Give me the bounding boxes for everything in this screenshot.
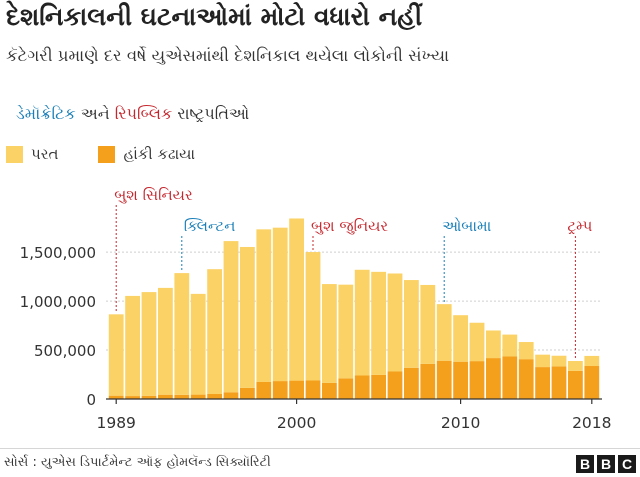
bar-removals bbox=[338, 378, 354, 399]
bar-removals bbox=[108, 395, 124, 399]
and-label: અને bbox=[80, 104, 110, 123]
bar-removals bbox=[240, 387, 255, 399]
bar-returns bbox=[174, 273, 190, 395]
bar-returns bbox=[404, 280, 419, 368]
president-label: બુશ જુનિયર bbox=[311, 217, 388, 235]
bar-removals bbox=[322, 382, 337, 399]
bar-returns bbox=[125, 295, 140, 397]
bbc-logo-letter: B bbox=[576, 455, 594, 473]
chart-title: દેશનિકાલની ઘટનાઓમાં મોટો વધારો નહીં bbox=[6, 2, 423, 31]
bar-returns bbox=[371, 271, 386, 375]
bbc-logo-letter: C bbox=[618, 455, 636, 473]
y-tick-label: 0 bbox=[86, 391, 96, 409]
legend: પરત હાંકી કઢાયા bbox=[6, 145, 195, 163]
bar-removals bbox=[190, 394, 206, 399]
bar-returns bbox=[322, 284, 337, 383]
bar-removals bbox=[371, 374, 386, 399]
bar-removals bbox=[436, 360, 452, 399]
president-label: ઓબામા bbox=[442, 217, 491, 235]
republican-label: રિપબ્લિક bbox=[114, 104, 173, 123]
y-tick-label: 1,000,000 bbox=[20, 293, 96, 311]
bar-returns bbox=[420, 284, 436, 364]
legend-label-removals: હાંકી કઢાયા bbox=[123, 145, 196, 163]
deportations-bar-chart: 0 500,000 1,000,000 1,500,000 1989 2000 2010 20… bbox=[20, 186, 612, 432]
bar-returns bbox=[436, 304, 452, 361]
source-text: સોર્સ : યુએસ ડિપાર્ટમેન્ટ ઑફ હોમલૅન્ડ સિ… bbox=[4, 455, 271, 470]
bar-returns bbox=[240, 246, 255, 388]
bar-returns bbox=[256, 229, 272, 382]
bar-removals bbox=[453, 361, 468, 399]
bar-removals bbox=[584, 366, 600, 399]
footer: સોર્સ : યુએસ ડિપાર્ટમેન્ટ ઑફ હોમલૅન્ડ સિ… bbox=[0, 448, 640, 477]
bar-removals bbox=[486, 358, 501, 399]
president-label: બુશ સિનિયર bbox=[114, 186, 193, 204]
presidents-label: રાષ્ટ્રપતિઓ bbox=[177, 104, 250, 123]
president-label: ક્લિન્ટન bbox=[184, 217, 236, 235]
x-tick-label: 2010 bbox=[441, 414, 480, 432]
bar-returns bbox=[207, 269, 222, 395]
y-tick-label: 1,500,000 bbox=[20, 244, 96, 262]
bar-removals bbox=[535, 367, 550, 399]
bar-removals bbox=[256, 381, 272, 399]
bar-removals bbox=[174, 394, 190, 399]
bar-returns bbox=[387, 273, 403, 372]
legend-item-returns: પરત bbox=[6, 145, 58, 163]
bar-removals bbox=[568, 370, 583, 399]
bar-returns bbox=[535, 354, 550, 368]
bar-removals bbox=[141, 395, 157, 399]
bbc-logo: B B C bbox=[576, 455, 636, 473]
bar-removals bbox=[305, 380, 321, 399]
bar-returns bbox=[518, 342, 534, 360]
chart-subtitle: કૅટેગરી પ્રમાણે દર વર્ષે યુએસમાંથી દેશનિ… bbox=[6, 46, 450, 65]
legend-item-removals: હાંકી કઢાયા bbox=[98, 145, 195, 163]
bar-removals bbox=[223, 392, 239, 399]
bar-returns bbox=[223, 241, 239, 393]
bar-removals bbox=[551, 366, 567, 399]
bar-returns bbox=[305, 252, 321, 381]
bar-removals bbox=[272, 381, 288, 399]
bar-returns bbox=[502, 334, 518, 357]
bar-returns bbox=[190, 293, 206, 395]
bar-removals bbox=[469, 361, 485, 399]
y-tick-label: 500,000 bbox=[34, 342, 96, 360]
bbc-logo-letter: B bbox=[597, 455, 615, 473]
x-tick-label: 1989 bbox=[96, 414, 135, 432]
bar-returns bbox=[584, 355, 600, 367]
bar-removals bbox=[518, 359, 534, 399]
legend-swatch-removals bbox=[98, 145, 116, 163]
legend-label-returns: પરત bbox=[31, 145, 59, 163]
bar-removals bbox=[502, 356, 518, 399]
bar-returns bbox=[141, 292, 157, 396]
bar-removals bbox=[207, 394, 222, 399]
bar-returns bbox=[568, 361, 583, 371]
bar-returns bbox=[338, 284, 354, 379]
bar-removals bbox=[158, 394, 173, 399]
democratic-label: ડેમૉક્રેટિક bbox=[16, 104, 76, 123]
bar-returns bbox=[272, 227, 288, 382]
party-key: ડેમૉક્રેટિક અને રિપબ્લિક રાષ્ટ્રપતિઓ bbox=[16, 104, 249, 124]
bar-returns bbox=[469, 322, 485, 362]
bar-returns bbox=[289, 218, 304, 381]
bar-returns bbox=[158, 287, 173, 395]
bar-returns bbox=[551, 355, 567, 367]
x-tick-label: 2018 bbox=[572, 414, 611, 432]
bar-returns bbox=[354, 269, 370, 376]
bar-removals bbox=[387, 371, 403, 399]
bar-removals bbox=[125, 396, 140, 399]
bar-returns bbox=[453, 315, 468, 362]
bar-removals bbox=[289, 380, 304, 399]
legend-swatch-returns bbox=[6, 145, 23, 163]
bar-returns bbox=[486, 330, 501, 359]
bar-removals bbox=[354, 375, 370, 399]
bar-removals bbox=[420, 363, 436, 399]
bar-removals bbox=[404, 367, 419, 399]
x-tick-label: 2000 bbox=[277, 414, 316, 432]
president-label: ટ્રમ્પ bbox=[567, 217, 592, 235]
bar-returns bbox=[108, 314, 124, 396]
